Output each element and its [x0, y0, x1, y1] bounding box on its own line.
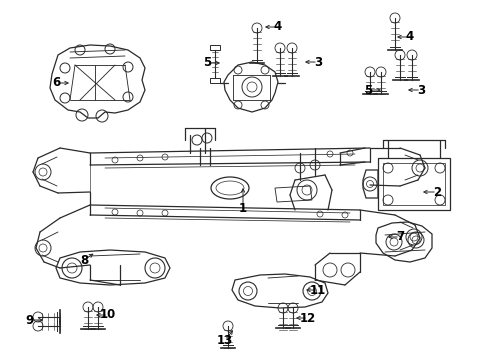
Text: 2: 2: [432, 185, 440, 198]
Text: 4: 4: [405, 31, 413, 44]
Text: 6: 6: [52, 77, 60, 90]
Text: 5: 5: [363, 84, 371, 96]
Text: 7: 7: [395, 230, 403, 243]
Text: 1: 1: [239, 202, 246, 215]
Text: 10: 10: [100, 309, 116, 321]
Text: 12: 12: [299, 311, 315, 324]
Text: 9: 9: [26, 314, 34, 327]
Text: 13: 13: [217, 333, 233, 346]
Text: 11: 11: [309, 284, 325, 297]
Text: 3: 3: [313, 55, 322, 68]
Text: 8: 8: [80, 253, 88, 266]
Text: 5: 5: [203, 57, 211, 69]
Text: 3: 3: [416, 84, 424, 96]
Text: 4: 4: [273, 21, 282, 33]
